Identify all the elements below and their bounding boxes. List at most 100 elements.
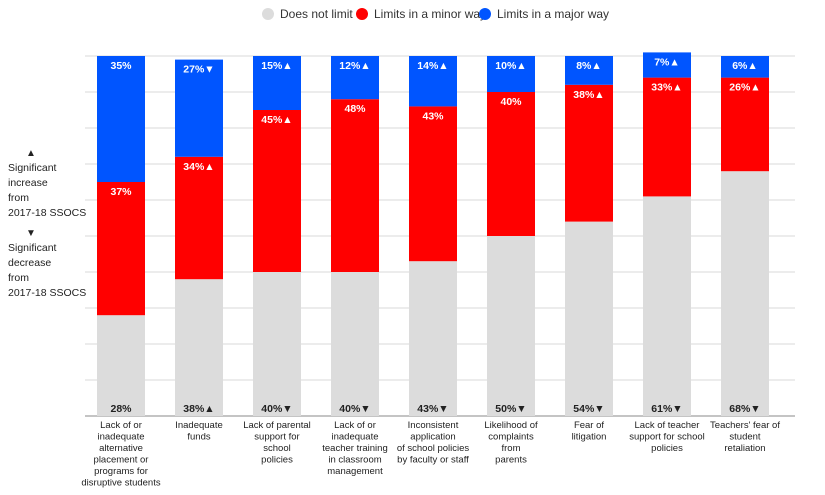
- significant-increase-note: ▲ Significant increase from 2017-18 SSOC…: [8, 146, 88, 221]
- category-label-line: in classroom: [328, 455, 381, 466]
- category-label-line: funds: [187, 432, 210, 443]
- increase-note-line-4: 2017-18 SSOCS: [8, 207, 87, 219]
- data-label: 7%▲: [654, 56, 680, 68]
- category-label-line: inadequate: [97, 432, 144, 443]
- bar-segment: [487, 236, 535, 416]
- category-label: Lack of or inadequate teacher training in c…: [322, 420, 387, 477]
- category-label-line: Inconsistent: [408, 420, 459, 431]
- bar-segment: [97, 182, 145, 316]
- legend: Does not limit Limits in a minor way Limit…: [262, 7, 609, 21]
- bar-segment: [721, 56, 769, 78]
- category-label-line: inadequate: [331, 432, 378, 443]
- data-label: 61%▼: [651, 403, 682, 415]
- category-label: Likelihood of complaints from parents: [484, 420, 538, 466]
- bar-segment: [175, 279, 223, 416]
- data-label: 43%: [422, 110, 444, 122]
- category-label-line: placement or: [94, 455, 149, 466]
- category-label-line: policies: [651, 443, 683, 454]
- bar-segment: [721, 77, 769, 172]
- data-label: 27%▼: [183, 64, 214, 76]
- category-label-line: management: [327, 466, 383, 477]
- data-label: 35%: [110, 60, 132, 72]
- category-label-line: by faculty or staff: [397, 455, 469, 466]
- data-label: 12%▲: [339, 60, 370, 72]
- bar-segment: [331, 272, 379, 416]
- legend-label: Does not limit: [280, 7, 353, 21]
- decrease-note-line-3: from: [8, 272, 29, 284]
- data-label: 14%▲: [417, 60, 448, 72]
- category-label-line: Likelihood of: [484, 420, 538, 431]
- data-label: 40%▼: [261, 403, 292, 415]
- data-label: 6%▲: [732, 60, 758, 72]
- category-label-line: teacher training: [322, 443, 387, 454]
- data-label: 40%▼: [339, 403, 370, 415]
- category-label: Lack of teacher support for school policie…: [629, 420, 705, 454]
- category-label-line: Lack of teacher: [635, 420, 700, 431]
- significant-decrease-note: ▼ Significant decrease from 2017-18 SSOC…: [8, 226, 88, 301]
- legend-swatch: [262, 8, 274, 20]
- data-label: 50%▼: [495, 403, 526, 415]
- category-label-line: policies: [261, 455, 293, 466]
- category-label-line: of school policies: [397, 443, 470, 454]
- data-label: 40%: [500, 96, 522, 108]
- category-label-line: school: [263, 443, 290, 454]
- bar-segment: [565, 56, 613, 85]
- data-label: 33%▲: [651, 82, 682, 94]
- bar-segment: [643, 77, 691, 197]
- data-label: 37%: [110, 186, 132, 198]
- category-label: Fear of litigation: [572, 420, 607, 443]
- bar-segment: [643, 196, 691, 416]
- legend-label: Limits in a minor way: [374, 7, 486, 21]
- category-label-line: from: [502, 443, 521, 454]
- up-triangle-icon: ▲: [26, 148, 36, 159]
- bar-segment: [565, 221, 613, 416]
- category-label: Inadequate funds: [175, 420, 223, 443]
- data-label: 68%▼: [729, 403, 760, 415]
- bar-segment: [253, 110, 301, 272]
- category-label: Teachers' fear of student retaliation: [710, 420, 780, 454]
- category-label-line: disruptive students: [81, 478, 160, 489]
- category-label-line: retaliation: [724, 443, 765, 454]
- bar-segment: [409, 56, 457, 107]
- bar-segment: [253, 272, 301, 416]
- category-label-line: complaints: [488, 432, 534, 443]
- legend-swatch: [479, 8, 491, 20]
- legend-swatch: [356, 8, 368, 20]
- bar-labels: 28% 37% 35% 38%▲ 34%▲ 27%▼ 40%▼ 45%▲ 15%▲ 40%▼ 48%…: [110, 56, 760, 415]
- category-label: Lack of or inadequate alternative placement…: [81, 420, 160, 489]
- data-label: 43%▼: [417, 403, 448, 415]
- data-label: 15%▲: [261, 60, 292, 72]
- category-label-line: support for: [254, 432, 299, 443]
- bar-segment: [175, 156, 223, 280]
- bar-segment: [409, 261, 457, 416]
- increase-note-line-2: increase: [8, 177, 48, 189]
- bar-segment: [487, 92, 535, 236]
- increase-note-line-3: from: [8, 192, 29, 204]
- down-triangle-icon: ▼: [26, 228, 36, 239]
- bar-segment: [331, 56, 379, 100]
- increase-note-line-1: Significant: [8, 162, 57, 174]
- data-label: 34%▲: [183, 161, 214, 173]
- category-label-line: Teachers' fear of: [710, 420, 780, 431]
- category-label-line: application: [410, 432, 455, 443]
- decrease-note-line-1: Significant: [8, 242, 57, 254]
- bar-segment: [565, 84, 613, 222]
- category-label-line: support for school: [629, 432, 705, 443]
- category-label-line: litigation: [572, 432, 607, 443]
- decrease-note-line-4: 2017-18 SSOCS: [8, 287, 87, 299]
- bar-segment: [643, 52, 691, 78]
- data-label: 45%▲: [261, 114, 292, 126]
- bar-segment: [487, 56, 535, 92]
- category-label-line: alternative: [99, 443, 143, 454]
- bars: [97, 52, 769, 416]
- bar-segment: [331, 99, 379, 272]
- data-label: 26%▲: [729, 82, 760, 94]
- data-label: 10%▲: [495, 60, 526, 72]
- category-label-line: Lack of or: [334, 420, 376, 431]
- bar-segment: [253, 56, 301, 110]
- category-label-line: Lack of parental: [243, 420, 311, 431]
- category-label: Inconsistent application of school policie…: [397, 420, 470, 466]
- category-label-line: Fear of: [574, 420, 604, 431]
- data-label: 38%▲: [573, 89, 604, 101]
